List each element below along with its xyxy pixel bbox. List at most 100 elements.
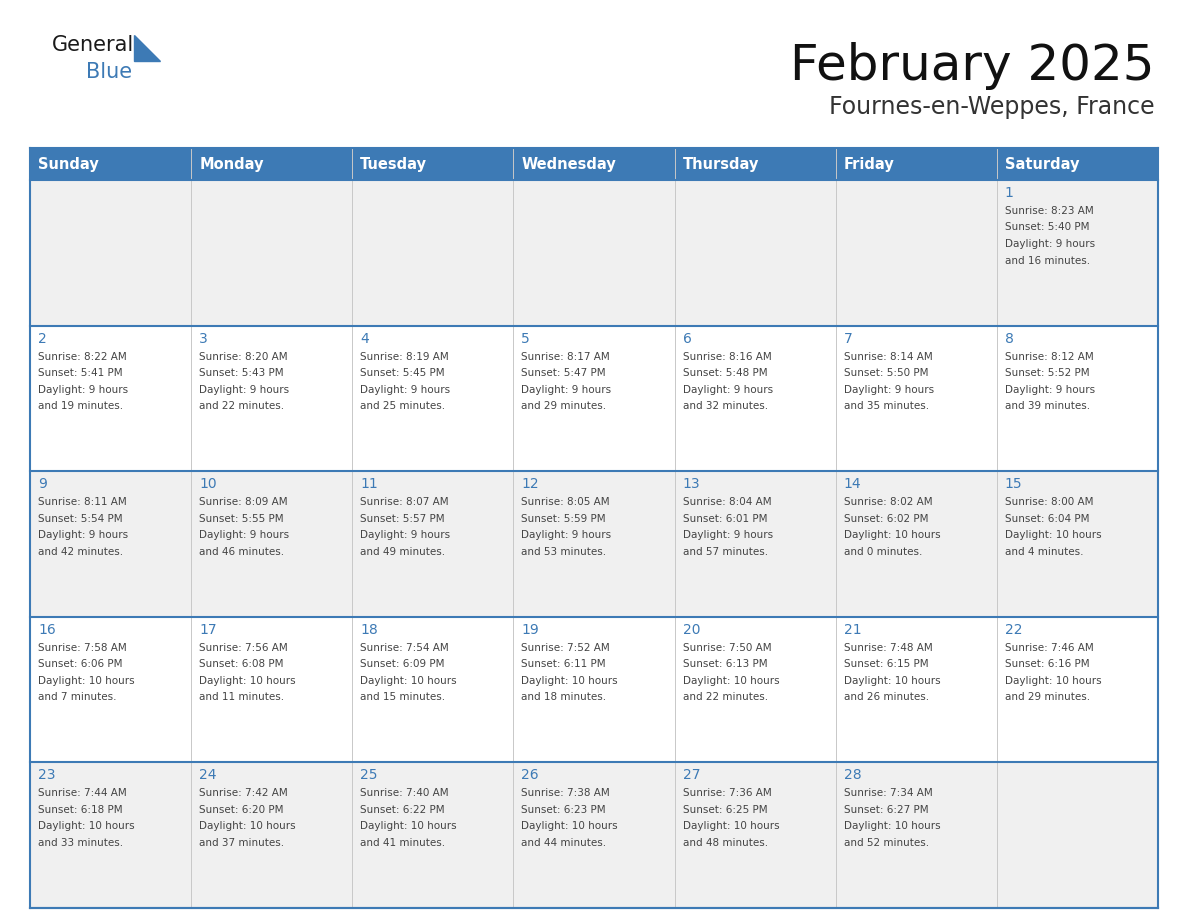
Text: Daylight: 10 hours: Daylight: 10 hours xyxy=(360,676,457,686)
Text: Sunset: 6:25 PM: Sunset: 6:25 PM xyxy=(683,805,767,815)
Text: Sunset: 5:54 PM: Sunset: 5:54 PM xyxy=(38,514,122,523)
Text: and 19 minutes.: and 19 minutes. xyxy=(38,401,124,411)
Bar xyxy=(997,326,1158,471)
Bar xyxy=(191,763,353,908)
Bar xyxy=(513,763,675,908)
Text: 16: 16 xyxy=(38,622,56,637)
Text: 15: 15 xyxy=(1005,477,1023,491)
Text: Daylight: 10 hours: Daylight: 10 hours xyxy=(843,531,941,540)
Bar xyxy=(513,180,675,326)
Text: and 35 minutes.: and 35 minutes. xyxy=(843,401,929,411)
Text: 3: 3 xyxy=(200,331,208,345)
Text: Tuesday: Tuesday xyxy=(360,156,428,172)
Text: February 2025: February 2025 xyxy=(790,42,1155,90)
Text: 13: 13 xyxy=(683,477,700,491)
Text: 18: 18 xyxy=(360,622,378,637)
Text: Sunrise: 8:19 AM: Sunrise: 8:19 AM xyxy=(360,352,449,362)
Text: and 29 minutes.: and 29 minutes. xyxy=(1005,692,1089,702)
Text: Sunrise: 8:23 AM: Sunrise: 8:23 AM xyxy=(1005,206,1094,216)
Text: and 48 minutes.: and 48 minutes. xyxy=(683,838,767,848)
Text: Daylight: 9 hours: Daylight: 9 hours xyxy=(200,531,289,540)
Text: Daylight: 9 hours: Daylight: 9 hours xyxy=(1005,239,1095,249)
Text: and 32 minutes.: and 32 minutes. xyxy=(683,401,767,411)
Text: Thursday: Thursday xyxy=(683,156,759,172)
Text: Sunset: 6:08 PM: Sunset: 6:08 PM xyxy=(200,659,284,669)
Text: Sunrise: 7:40 AM: Sunrise: 7:40 AM xyxy=(360,789,449,799)
Text: Sunrise: 7:56 AM: Sunrise: 7:56 AM xyxy=(200,643,287,653)
Bar xyxy=(30,617,191,763)
Text: Daylight: 10 hours: Daylight: 10 hours xyxy=(1005,531,1101,540)
Text: 20: 20 xyxy=(683,622,700,637)
Text: Sunrise: 7:46 AM: Sunrise: 7:46 AM xyxy=(1005,643,1094,653)
Text: and 53 minutes.: and 53 minutes. xyxy=(522,547,607,556)
Text: Sunset: 6:16 PM: Sunset: 6:16 PM xyxy=(1005,659,1089,669)
Text: Sunset: 6:20 PM: Sunset: 6:20 PM xyxy=(200,805,284,815)
Polygon shape xyxy=(134,35,160,61)
Text: Sunset: 5:50 PM: Sunset: 5:50 PM xyxy=(843,368,928,378)
Text: Daylight: 10 hours: Daylight: 10 hours xyxy=(683,676,779,686)
Bar xyxy=(675,180,835,326)
Text: 19: 19 xyxy=(522,622,539,637)
Text: 12: 12 xyxy=(522,477,539,491)
Bar xyxy=(835,617,997,763)
Text: Daylight: 9 hours: Daylight: 9 hours xyxy=(38,531,128,540)
Text: and 57 minutes.: and 57 minutes. xyxy=(683,547,767,556)
Text: Daylight: 10 hours: Daylight: 10 hours xyxy=(38,676,134,686)
Text: Sunrise: 7:44 AM: Sunrise: 7:44 AM xyxy=(38,789,127,799)
Text: Sunrise: 7:58 AM: Sunrise: 7:58 AM xyxy=(38,643,127,653)
Text: Daylight: 10 hours: Daylight: 10 hours xyxy=(843,822,941,832)
Text: 24: 24 xyxy=(200,768,216,782)
Text: 2: 2 xyxy=(38,331,46,345)
Text: and 22 minutes.: and 22 minutes. xyxy=(200,401,284,411)
Text: Sunset: 6:23 PM: Sunset: 6:23 PM xyxy=(522,805,606,815)
Text: Sunrise: 7:50 AM: Sunrise: 7:50 AM xyxy=(683,643,771,653)
Text: and 37 minutes.: and 37 minutes. xyxy=(200,838,284,848)
Text: 22: 22 xyxy=(1005,622,1023,637)
Text: Sunrise: 8:16 AM: Sunrise: 8:16 AM xyxy=(683,352,771,362)
Text: Sunset: 6:18 PM: Sunset: 6:18 PM xyxy=(38,805,122,815)
Text: Daylight: 10 hours: Daylight: 10 hours xyxy=(522,676,618,686)
Bar xyxy=(997,471,1158,617)
Text: and 41 minutes.: and 41 minutes. xyxy=(360,838,446,848)
Text: Sunrise: 8:04 AM: Sunrise: 8:04 AM xyxy=(683,498,771,508)
Text: Daylight: 9 hours: Daylight: 9 hours xyxy=(843,385,934,395)
Text: Sunrise: 7:48 AM: Sunrise: 7:48 AM xyxy=(843,643,933,653)
Text: and 15 minutes.: and 15 minutes. xyxy=(360,692,446,702)
Text: 28: 28 xyxy=(843,768,861,782)
Text: Daylight: 9 hours: Daylight: 9 hours xyxy=(522,385,612,395)
Text: Sunset: 5:55 PM: Sunset: 5:55 PM xyxy=(200,514,284,523)
Text: Sunset: 5:59 PM: Sunset: 5:59 PM xyxy=(522,514,606,523)
Text: Sunset: 5:43 PM: Sunset: 5:43 PM xyxy=(200,368,284,378)
Text: Sunrise: 8:09 AM: Sunrise: 8:09 AM xyxy=(200,498,287,508)
Text: Sunset: 6:04 PM: Sunset: 6:04 PM xyxy=(1005,514,1089,523)
Text: Sunset: 6:15 PM: Sunset: 6:15 PM xyxy=(843,659,928,669)
Text: Daylight: 9 hours: Daylight: 9 hours xyxy=(38,385,128,395)
Bar xyxy=(835,471,997,617)
Text: Daylight: 10 hours: Daylight: 10 hours xyxy=(843,676,941,686)
Text: 11: 11 xyxy=(360,477,378,491)
Bar xyxy=(30,148,1158,180)
Text: and 26 minutes.: and 26 minutes. xyxy=(843,692,929,702)
Bar xyxy=(353,763,513,908)
Text: 9: 9 xyxy=(38,477,46,491)
Bar xyxy=(675,471,835,617)
Text: Daylight: 10 hours: Daylight: 10 hours xyxy=(683,822,779,832)
Text: and 25 minutes.: and 25 minutes. xyxy=(360,401,446,411)
Text: Wednesday: Wednesday xyxy=(522,156,617,172)
Text: and 16 minutes.: and 16 minutes. xyxy=(1005,255,1089,265)
Bar xyxy=(353,326,513,471)
Bar xyxy=(353,180,513,326)
Bar xyxy=(191,180,353,326)
Text: Fournes-en-Weppes, France: Fournes-en-Weppes, France xyxy=(829,95,1155,119)
Text: Monday: Monday xyxy=(200,156,264,172)
Bar xyxy=(675,326,835,471)
Text: and 18 minutes.: and 18 minutes. xyxy=(522,692,607,702)
Text: Daylight: 10 hours: Daylight: 10 hours xyxy=(200,676,296,686)
Text: and 11 minutes.: and 11 minutes. xyxy=(200,692,284,702)
Bar xyxy=(997,180,1158,326)
Text: Sunrise: 7:54 AM: Sunrise: 7:54 AM xyxy=(360,643,449,653)
Bar xyxy=(191,617,353,763)
Text: 14: 14 xyxy=(843,477,861,491)
Bar xyxy=(513,326,675,471)
Text: Saturday: Saturday xyxy=(1005,156,1080,172)
